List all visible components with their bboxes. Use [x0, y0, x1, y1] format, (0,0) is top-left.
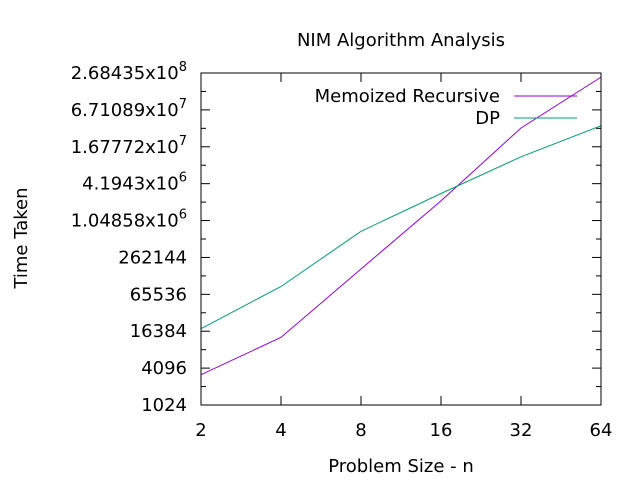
y-tick-mantissa: 4.1943x10	[82, 174, 179, 195]
y-tick-mantissa: 1.67772x10	[71, 137, 179, 158]
chart-title: NIM Algorithm Analysis	[297, 30, 505, 51]
axis-ticks	[200, 72, 602, 406]
y-tick-label: 4096	[141, 358, 187, 379]
x-tick-label: 16	[430, 420, 453, 441]
y-tick-mantissa: 16384	[130, 321, 187, 342]
legend-label: Memoized Recursive	[315, 86, 500, 107]
x-tick-label: 2	[195, 420, 206, 441]
x-tick-label: 32	[510, 420, 533, 441]
y-tick-mantissa: 262144	[118, 247, 187, 268]
x-tick-label: 8	[355, 420, 366, 441]
x-tick-label: 4	[275, 420, 286, 441]
y-tick-exponent: 8	[179, 60, 187, 75]
x-tick-label: 64	[590, 420, 613, 441]
y-tick-label: 1.67772x107	[71, 134, 187, 158]
y-tick-mantissa: 65536	[130, 284, 187, 305]
y-tick-label: 4.1943x106	[82, 171, 187, 195]
y-tick-mantissa: 2.68435x10	[71, 63, 179, 84]
series-line-dp	[200, 125, 602, 330]
y-tick-exponent: 7	[179, 97, 187, 112]
y-tick-label: 1024	[141, 395, 187, 416]
y-tick-exponent: 6	[179, 208, 187, 223]
plot-frame	[200, 72, 602, 406]
tick-labels: 2 4 8 16 32 64 1024 4096 16384 65536 262144 1.04858…	[71, 60, 613, 441]
y-tick-label: 262144	[118, 247, 187, 268]
y-tick-label: 2.68435x108	[71, 60, 187, 84]
legend-label: DP	[475, 108, 500, 129]
y-tick-mantissa: 6.71089x10	[71, 100, 179, 121]
y-tick-mantissa: 4096	[141, 358, 187, 379]
y-tick-label: 6.71089x107	[71, 97, 187, 121]
y-tick-mantissa: 1024	[141, 395, 187, 416]
y-tick-label: 1.04858x106	[71, 208, 187, 232]
y-tick-label: 16384	[130, 321, 187, 342]
series-line-memoized-recursive	[200, 76, 602, 376]
series-lines	[200, 76, 602, 376]
x-axis-label: Problem Size - n	[328, 456, 474, 477]
y-tick-mantissa: 1.04858x10	[71, 211, 179, 232]
y-tick-exponent: 6	[179, 171, 187, 186]
y-axis-label: Time Taken	[11, 187, 32, 289]
y-tick-exponent: 7	[179, 134, 187, 149]
y-tick-label: 65536	[130, 284, 187, 305]
